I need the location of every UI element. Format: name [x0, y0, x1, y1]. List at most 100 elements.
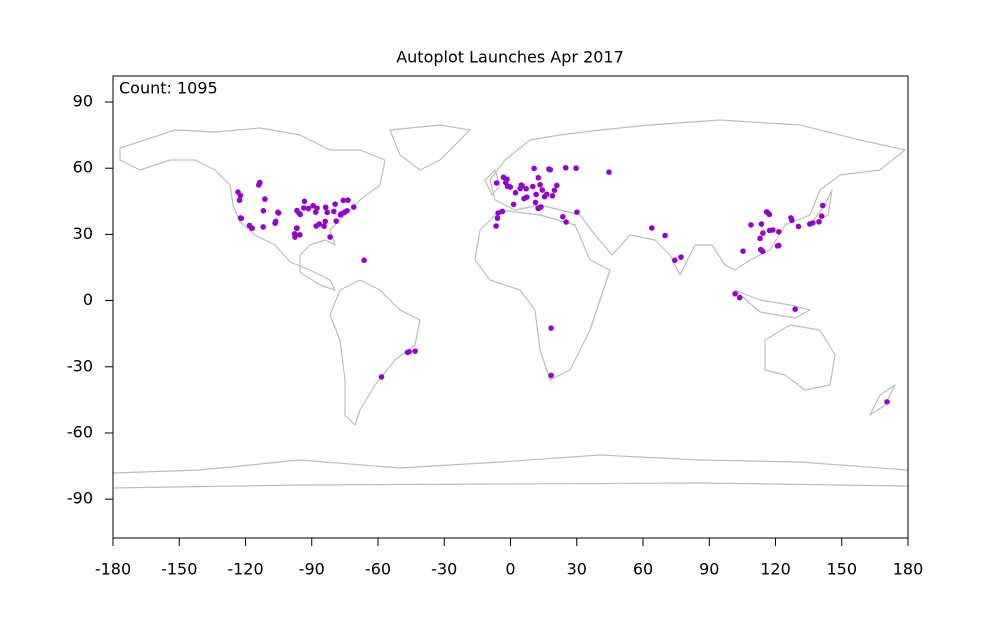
launch-point	[573, 165, 579, 172]
x-tick-label: -30	[431, 560, 457, 579]
launch-point	[495, 210, 501, 216]
launch-point	[776, 228, 782, 235]
launch-point	[548, 325, 554, 331]
launch-point	[517, 185, 524, 192]
launch-point	[331, 208, 337, 215]
launch-point	[305, 205, 312, 212]
launch-point	[538, 204, 544, 210]
launch-point	[530, 183, 536, 190]
launch-point	[789, 217, 795, 224]
launch-point	[275, 210, 282, 216]
launch-point	[649, 225, 655, 231]
launch-point	[313, 223, 319, 229]
launch-point	[672, 257, 678, 264]
launch-point	[494, 215, 501, 221]
launch-point	[541, 193, 548, 200]
x-tick-label: 60	[633, 560, 653, 579]
launch-point	[260, 208, 267, 214]
launch-point	[260, 224, 266, 230]
launch-point	[510, 201, 517, 208]
launch-point	[560, 213, 566, 220]
launch-point	[535, 174, 542, 181]
launch-point	[548, 372, 554, 379]
annotation: Count: 1095	[119, 79, 218, 98]
launch-point	[324, 209, 331, 216]
launch-point	[350, 204, 357, 210]
launch-point	[774, 243, 781, 249]
launch-point	[297, 232, 303, 238]
launch-point	[759, 248, 766, 255]
launch-point	[238, 215, 245, 222]
launch-point	[257, 179, 263, 186]
launch-point	[322, 218, 329, 225]
launch-point	[312, 209, 319, 215]
y-tick-label: -60	[67, 422, 93, 441]
y-tick-label: 0	[83, 290, 93, 309]
y-tick-label: 90	[73, 92, 93, 111]
launch-point	[563, 219, 569, 225]
world-map	[112, 119, 909, 489]
launch-point	[301, 198, 308, 205]
x-tick-label: 150	[826, 560, 857, 579]
launch-point	[732, 290, 738, 297]
launch-point	[507, 184, 514, 190]
launch-point	[235, 189, 241, 195]
launch-point	[378, 374, 385, 380]
launch-point	[531, 165, 537, 172]
launch-point	[770, 227, 776, 233]
launch-point	[512, 189, 519, 196]
launch-point	[884, 399, 890, 405]
launch-point	[412, 348, 418, 354]
launch-point	[760, 230, 766, 236]
launch-point	[523, 185, 529, 192]
launch-point	[333, 218, 340, 224]
chart-title: Autoplot Launches Apr 2017	[396, 48, 624, 67]
y-tick-label: -90	[67, 489, 93, 508]
x-tick-label: 30	[567, 560, 587, 579]
launch-point	[766, 211, 773, 218]
x-tick-label: 0	[505, 560, 515, 579]
launch-point	[662, 232, 668, 239]
launch-point	[344, 208, 350, 214]
launch-point	[322, 204, 329, 211]
launch-point	[539, 187, 546, 193]
launch-point	[345, 197, 351, 204]
launch-point	[740, 248, 746, 254]
launch-point	[332, 201, 338, 207]
x-tick-label: 180	[893, 560, 924, 579]
launch-point	[406, 348, 412, 355]
launch-point	[757, 235, 763, 242]
launch-point	[606, 169, 612, 175]
launch-point	[554, 182, 560, 189]
launch-point	[537, 181, 543, 188]
launch-point	[236, 197, 243, 204]
x-tick-label: 90	[699, 560, 719, 579]
launch-point	[562, 164, 569, 171]
launch-point	[294, 225, 300, 231]
launch-point	[493, 180, 500, 186]
launch-point	[504, 176, 510, 183]
launch-point	[736, 294, 743, 301]
launch-point	[678, 254, 684, 260]
launch-point	[327, 234, 333, 240]
launch-point	[795, 223, 802, 230]
launch-point	[551, 187, 558, 194]
launch-point	[574, 209, 580, 215]
launch-point	[493, 223, 499, 229]
launch-point	[533, 191, 539, 198]
x-tick-label: -150	[161, 560, 197, 579]
launch-point	[532, 199, 539, 206]
launch-point	[816, 219, 822, 225]
y-tick-label: 30	[73, 224, 93, 243]
launch-point	[546, 166, 552, 172]
y-tick-label: -30	[67, 356, 93, 375]
y-tick-label: 60	[73, 158, 93, 177]
launch-point	[340, 197, 347, 204]
launch-point	[262, 196, 268, 202]
launch-point	[321, 223, 327, 230]
launch-point	[249, 225, 255, 232]
x-tick-label: 120	[760, 560, 791, 579]
launch-point	[272, 218, 279, 225]
launch-point	[818, 213, 825, 219]
